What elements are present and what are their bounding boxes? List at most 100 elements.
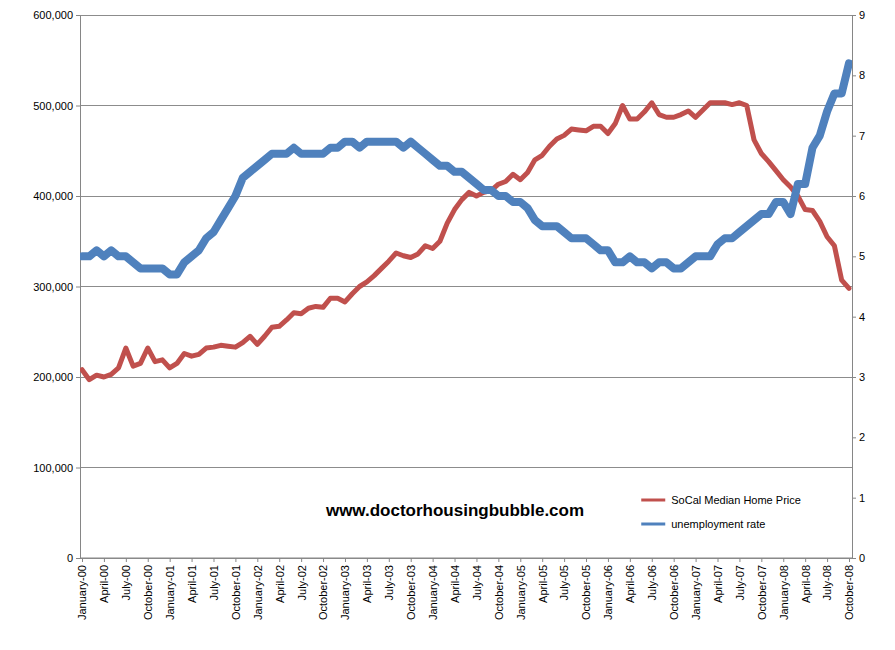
y2-tick-mark bbox=[852, 196, 856, 197]
chart: 0 100,000 200,000 300,000 400,000 500,000 600,… bbox=[0, 0, 895, 650]
x-tick-mark bbox=[564, 558, 565, 562]
x-tick: April-06 bbox=[624, 558, 636, 603]
x-tick: July-00 bbox=[120, 558, 132, 600]
x-tick: October-03 bbox=[405, 558, 417, 620]
x-tick-mark bbox=[455, 558, 456, 562]
x-tick-mark bbox=[257, 558, 258, 562]
y2-tick: 8 bbox=[852, 69, 865, 81]
y2-axis-line bbox=[852, 16, 853, 559]
x-tick: April-03 bbox=[361, 558, 373, 603]
x-tick-mark bbox=[476, 558, 477, 562]
y2-tick-mark bbox=[852, 256, 856, 257]
x-tick-mark bbox=[608, 558, 609, 562]
x-tick: January-02 bbox=[252, 558, 264, 620]
y-tick: 600,000 bbox=[33, 9, 80, 21]
x-tick-label: April-01 bbox=[186, 565, 198, 603]
x-tick-mark bbox=[367, 558, 368, 562]
y-tick-mark bbox=[76, 196, 80, 197]
x-tick-label: October-01 bbox=[230, 565, 242, 620]
y2-tick-label: 7 bbox=[859, 130, 865, 142]
x-tick: January-04 bbox=[427, 558, 439, 620]
x-tick-label: January-08 bbox=[778, 565, 790, 620]
y-tick: 500,000 bbox=[33, 100, 80, 112]
x-tick: October-06 bbox=[668, 558, 680, 620]
x-tick: January-07 bbox=[690, 558, 702, 620]
x-tick-label: October-05 bbox=[580, 565, 592, 620]
x-tick-label: July-03 bbox=[383, 565, 395, 600]
y-tick: 400,000 bbox=[33, 190, 80, 202]
x-tick-label: January-07 bbox=[690, 565, 702, 620]
y-tick: 100,000 bbox=[33, 462, 80, 474]
x-tick-label: April-08 bbox=[800, 565, 812, 603]
y2-tick: 0 bbox=[852, 552, 865, 564]
x-tick: October-00 bbox=[142, 558, 154, 620]
y2-tick-mark bbox=[852, 377, 856, 378]
x-tick-mark bbox=[674, 558, 675, 562]
x-tick: October-01 bbox=[230, 558, 242, 620]
y2-tick-label: 5 bbox=[859, 250, 865, 262]
y-tick-mark bbox=[76, 15, 80, 16]
x-tick: January-00 bbox=[76, 558, 88, 620]
x-tick-label: January-00 bbox=[76, 565, 88, 620]
x-tick: July-03 bbox=[383, 558, 395, 600]
y2-tick-label: 4 bbox=[859, 311, 865, 323]
x-tick-mark bbox=[849, 558, 850, 562]
x-tick-label: October-04 bbox=[493, 565, 505, 620]
x-tick-label: October-07 bbox=[756, 565, 768, 620]
x-tick: July-05 bbox=[558, 558, 570, 600]
x-tick-label: April-05 bbox=[537, 565, 549, 603]
legend-item: unemployment rate bbox=[641, 518, 765, 530]
y-tick-mark bbox=[76, 287, 80, 288]
y-tick-mark bbox=[76, 558, 80, 559]
y2-tick-label: 6 bbox=[859, 190, 865, 202]
y-tick-mark bbox=[76, 377, 80, 378]
x-tick-label: July-01 bbox=[208, 565, 220, 600]
x-tick: April-05 bbox=[537, 558, 549, 603]
y-tick-label: 500,000 bbox=[33, 100, 73, 112]
x-tick-label: January-05 bbox=[515, 565, 527, 620]
x-tick-mark bbox=[827, 558, 828, 562]
legend-label: unemployment rate bbox=[671, 518, 765, 530]
x-tick: April-00 bbox=[98, 558, 110, 603]
y2-tick-label: 0 bbox=[859, 552, 865, 564]
x-tick-mark bbox=[104, 558, 105, 562]
grid-line bbox=[80, 15, 852, 16]
x-tick-mark bbox=[498, 558, 499, 562]
x-tick: July-04 bbox=[471, 558, 483, 600]
x-tick: July-08 bbox=[821, 558, 833, 600]
x-tick-label: July-04 bbox=[471, 565, 483, 600]
x-tick-mark bbox=[345, 558, 346, 562]
x-tick-mark bbox=[170, 558, 171, 562]
x-tick: October-08 bbox=[843, 558, 855, 620]
x-tick: October-05 bbox=[580, 558, 592, 620]
annotation: www.doctorhousingbubble.com bbox=[325, 501, 584, 520]
x-tick-mark bbox=[739, 558, 740, 562]
x-tick-label: April-02 bbox=[274, 565, 286, 603]
x-tick: July-07 bbox=[734, 558, 746, 600]
x-tick-mark bbox=[586, 558, 587, 562]
x-tick-mark bbox=[279, 558, 280, 562]
y2-tick: 7 bbox=[852, 130, 865, 142]
y2-tick: 9 bbox=[852, 9, 865, 21]
series-line bbox=[82, 63, 849, 274]
y-tick-label: 600,000 bbox=[33, 9, 73, 21]
x-tick-label: July-02 bbox=[295, 565, 307, 600]
y2-tick-mark bbox=[852, 437, 856, 438]
x-tick-label: April-06 bbox=[624, 565, 636, 603]
y2-tick-mark bbox=[852, 75, 856, 76]
x-tick-mark bbox=[542, 558, 543, 562]
y-tick-label: 300,000 bbox=[33, 281, 73, 293]
x-tick-mark bbox=[235, 558, 236, 562]
x-axis-line bbox=[80, 558, 852, 559]
x-tick: April-08 bbox=[800, 558, 812, 603]
x-tick-label: April-03 bbox=[361, 565, 373, 603]
lines bbox=[82, 63, 849, 379]
x-tick: October-02 bbox=[317, 558, 329, 620]
grid-line bbox=[80, 558, 852, 559]
x-tick-label: October-06 bbox=[668, 565, 680, 620]
x-tick-label: October-08 bbox=[843, 565, 855, 620]
y-tick-label: 200,000 bbox=[33, 371, 73, 383]
x-tick-label: July-08 bbox=[821, 565, 833, 600]
y2-tick-mark bbox=[852, 136, 856, 137]
y-axis: 0100,000200,000300,000400,000500,000600,… bbox=[33, 9, 80, 564]
